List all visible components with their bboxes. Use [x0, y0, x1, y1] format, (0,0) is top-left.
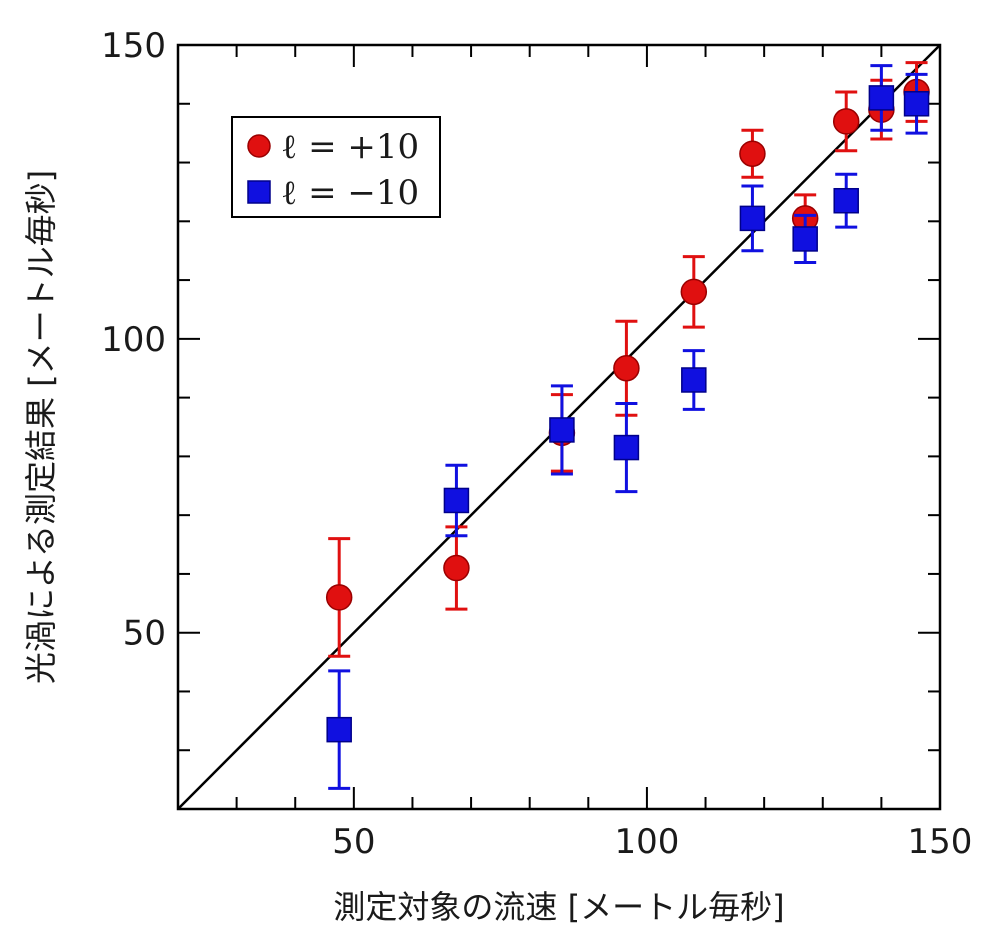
data-point-square	[739, 205, 766, 232]
y-tick-label: 100	[101, 320, 166, 360]
data-point-circle	[613, 354, 640, 382]
data-point-square	[443, 487, 470, 514]
legend-label-minus10: ℓ = −10	[281, 173, 419, 213]
series-plus10	[325, 61, 930, 658]
series-minus10	[326, 64, 930, 790]
y-tick-label: 150	[101, 26, 166, 66]
x-tick-label: 100	[614, 822, 679, 862]
legend-marker-square	[247, 180, 271, 204]
data-point-circle	[325, 584, 353, 611]
x-tick-label: 150	[908, 822, 973, 862]
y-tick-label: 50	[123, 614, 166, 654]
data-series	[325, 61, 930, 790]
data-point-square	[833, 187, 859, 214]
data-point-square	[326, 716, 352, 743]
plot-frame	[176, 43, 942, 811]
data-point-square	[868, 85, 895, 111]
data-point-circle	[680, 278, 708, 306]
x-axis-title: 測定対象の流速 [メートル毎秒]	[333, 888, 784, 926]
axis-ticks	[177, 44, 941, 810]
data-point-square	[903, 91, 930, 117]
x-tick-label: 50	[332, 822, 375, 862]
data-point-circle	[832, 108, 860, 135]
data-point-square	[792, 226, 818, 252]
legend-label-plus10: ℓ = +10	[281, 127, 419, 167]
data-point-circle	[739, 140, 766, 167]
data-point-square	[681, 367, 707, 393]
data-point-square	[613, 434, 640, 461]
legend-marker-circle	[247, 134, 271, 158]
y-axis-title: 光渦による測定結果 [メートル毎秒]	[22, 170, 60, 684]
data-point-circle	[443, 554, 470, 582]
legend: ℓ = +10 ℓ = −10	[231, 116, 441, 218]
tick-labels: 50 100 150 50 100 150	[101, 26, 972, 862]
data-point-square	[549, 417, 575, 443]
